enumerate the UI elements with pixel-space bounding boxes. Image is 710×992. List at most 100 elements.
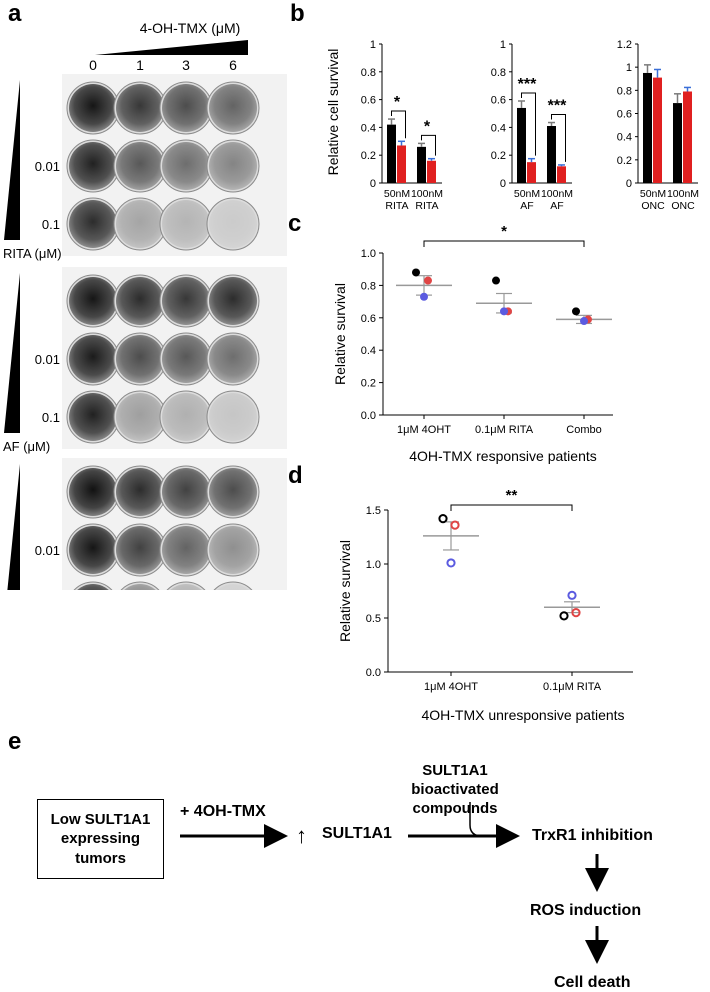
- colony-stain: [209, 277, 257, 325]
- colony-stain: [116, 142, 164, 190]
- data-point: [412, 268, 420, 277]
- bar-chart-figure: Relative cell survival 0 0.2 0.4 0.6 0.8 1 50n…: [325, 39, 699, 210]
- sult1a1-label: SULT1A1: [322, 825, 392, 842]
- group-label: ONC: [671, 200, 695, 210]
- colony-stain: [209, 468, 257, 516]
- colony-stain: [162, 335, 210, 383]
- colony-stain: [162, 393, 210, 441]
- bar-black: [673, 103, 682, 183]
- tmx-wedge: [95, 40, 248, 55]
- data-point: [580, 317, 588, 326]
- colony-stain: [116, 468, 164, 516]
- y-tick-label: 1.5: [366, 505, 381, 517]
- y-tick-label: 1.0: [361, 248, 376, 260]
- colony-stain: [162, 277, 210, 325]
- y-tick-label: 1: [370, 39, 376, 51]
- bar-black: [517, 107, 526, 183]
- colony-stain: [77, 584, 109, 590]
- bar-ylabel: Relative cell survival: [325, 49, 341, 176]
- bar-red: [527, 162, 536, 183]
- colony-stain: [116, 84, 164, 132]
- colony-stain: [116, 526, 164, 574]
- x-tick-label: 0.1μM RITA: [543, 681, 602, 693]
- tumor-box: Low SULT1A1 expressing tumors: [37, 799, 164, 879]
- colony-stain: [116, 277, 164, 325]
- group-label: RITA (μM): [3, 246, 62, 261]
- group-label: 100nM: [411, 188, 443, 200]
- data-point: [571, 608, 581, 618]
- colony-stain: [209, 142, 257, 190]
- scatter-xlabel: 4OH-TMX unresponsive patients: [421, 707, 624, 723]
- colony-stain: [124, 584, 156, 590]
- group-label: AF: [550, 200, 563, 210]
- y-tick-label: 0.8: [361, 67, 376, 79]
- dose-column-label: 3: [182, 57, 190, 73]
- colony-stain: [116, 393, 164, 441]
- colony-stain: [209, 84, 257, 132]
- significance-stars: ***: [518, 76, 537, 93]
- y-tick-label: 0.0: [361, 410, 376, 422]
- cell-death-label: Cell death: [554, 974, 631, 991]
- y-tick-label: 0.5: [366, 613, 381, 625]
- significance-stars: *: [394, 94, 401, 111]
- y-tick-label: 0.0: [366, 667, 381, 679]
- group-label: AF: [520, 200, 533, 210]
- colony-stain: [69, 335, 117, 383]
- data-point: [438, 514, 448, 524]
- x-tick-label: 1μM 4OHT: [424, 681, 478, 693]
- y-tick-label: 0.2: [491, 150, 506, 162]
- scatter-ylabel: Relative survival: [332, 283, 348, 385]
- scatter-d-figure: 0.0 0.5 1.0 1.5 Relative survival 1μM 4OHT 0.1…: [337, 487, 633, 723]
- colony-stain: [209, 335, 257, 383]
- scatter-ylabel: Relative survival: [337, 540, 353, 642]
- bar-red: [397, 145, 406, 183]
- data-point: [424, 276, 432, 285]
- bar-black: [417, 146, 426, 183]
- significance-stars: *: [501, 223, 507, 240]
- colony-stain: [69, 277, 117, 325]
- significance-bracket: [450, 504, 573, 511]
- y-tick-label: 0.4: [617, 132, 632, 144]
- treatment-label: + 4OH-TMX: [180, 803, 266, 820]
- significance-bracket: [391, 110, 406, 139]
- dose-row-label: 0.1: [42, 410, 60, 425]
- y-tick-label: 0.6: [361, 95, 376, 107]
- colony-stain: [69, 142, 117, 190]
- y-tick-label: 1: [500, 39, 506, 51]
- y-tick-label: 0.2: [361, 378, 376, 390]
- tmx-header: 4-OH-TMX (μM): [140, 20, 241, 36]
- bar-red: [653, 77, 662, 183]
- colony-stain: [209, 393, 257, 441]
- bar-black: [643, 72, 652, 183]
- bar-black: [547, 126, 556, 183]
- colony-stain: [170, 584, 202, 590]
- group-label: 50nM: [640, 188, 666, 200]
- colony-stain: [69, 468, 117, 516]
- bar-red: [557, 166, 566, 183]
- group-label: AF (μM): [3, 439, 50, 454]
- colony-plate-figure: 4-OH-TMX (μM) 0 1 3 6 RITA (μM) 0.01 0.1 AF (μM…: [3, 20, 287, 590]
- dose-row-label: 0.1: [42, 217, 60, 232]
- group-label: 100nM: [667, 188, 699, 200]
- significance-stars: **: [506, 487, 518, 504]
- data-point: [567, 590, 577, 600]
- up-arrow-icon: ↑: [296, 823, 307, 848]
- y-tick-label: 0.2: [617, 155, 632, 167]
- panel-label-d: d: [288, 462, 303, 489]
- significance-bracket: [421, 134, 436, 156]
- y-tick-label: 0.6: [617, 109, 632, 121]
- dose-column-label: 0: [89, 57, 97, 73]
- schematic-arrows: [180, 802, 609, 964]
- colony-stain: [162, 526, 210, 574]
- colony-stain: [116, 335, 164, 383]
- colony-stain: [217, 584, 249, 590]
- group-label: 50nM: [514, 188, 540, 200]
- data-point: [446, 558, 456, 568]
- ros-label: ROS induction: [530, 902, 642, 919]
- dose-row-label: 0.01: [35, 159, 60, 174]
- panel-label-e: e: [8, 728, 22, 755]
- compounds-label: SULT1A1 bioactivated compounds: [411, 762, 499, 817]
- dose-column-label: 6: [229, 57, 237, 73]
- colony-stain: [116, 200, 164, 248]
- trxr1-label: TrxR1 inhibition: [532, 827, 653, 844]
